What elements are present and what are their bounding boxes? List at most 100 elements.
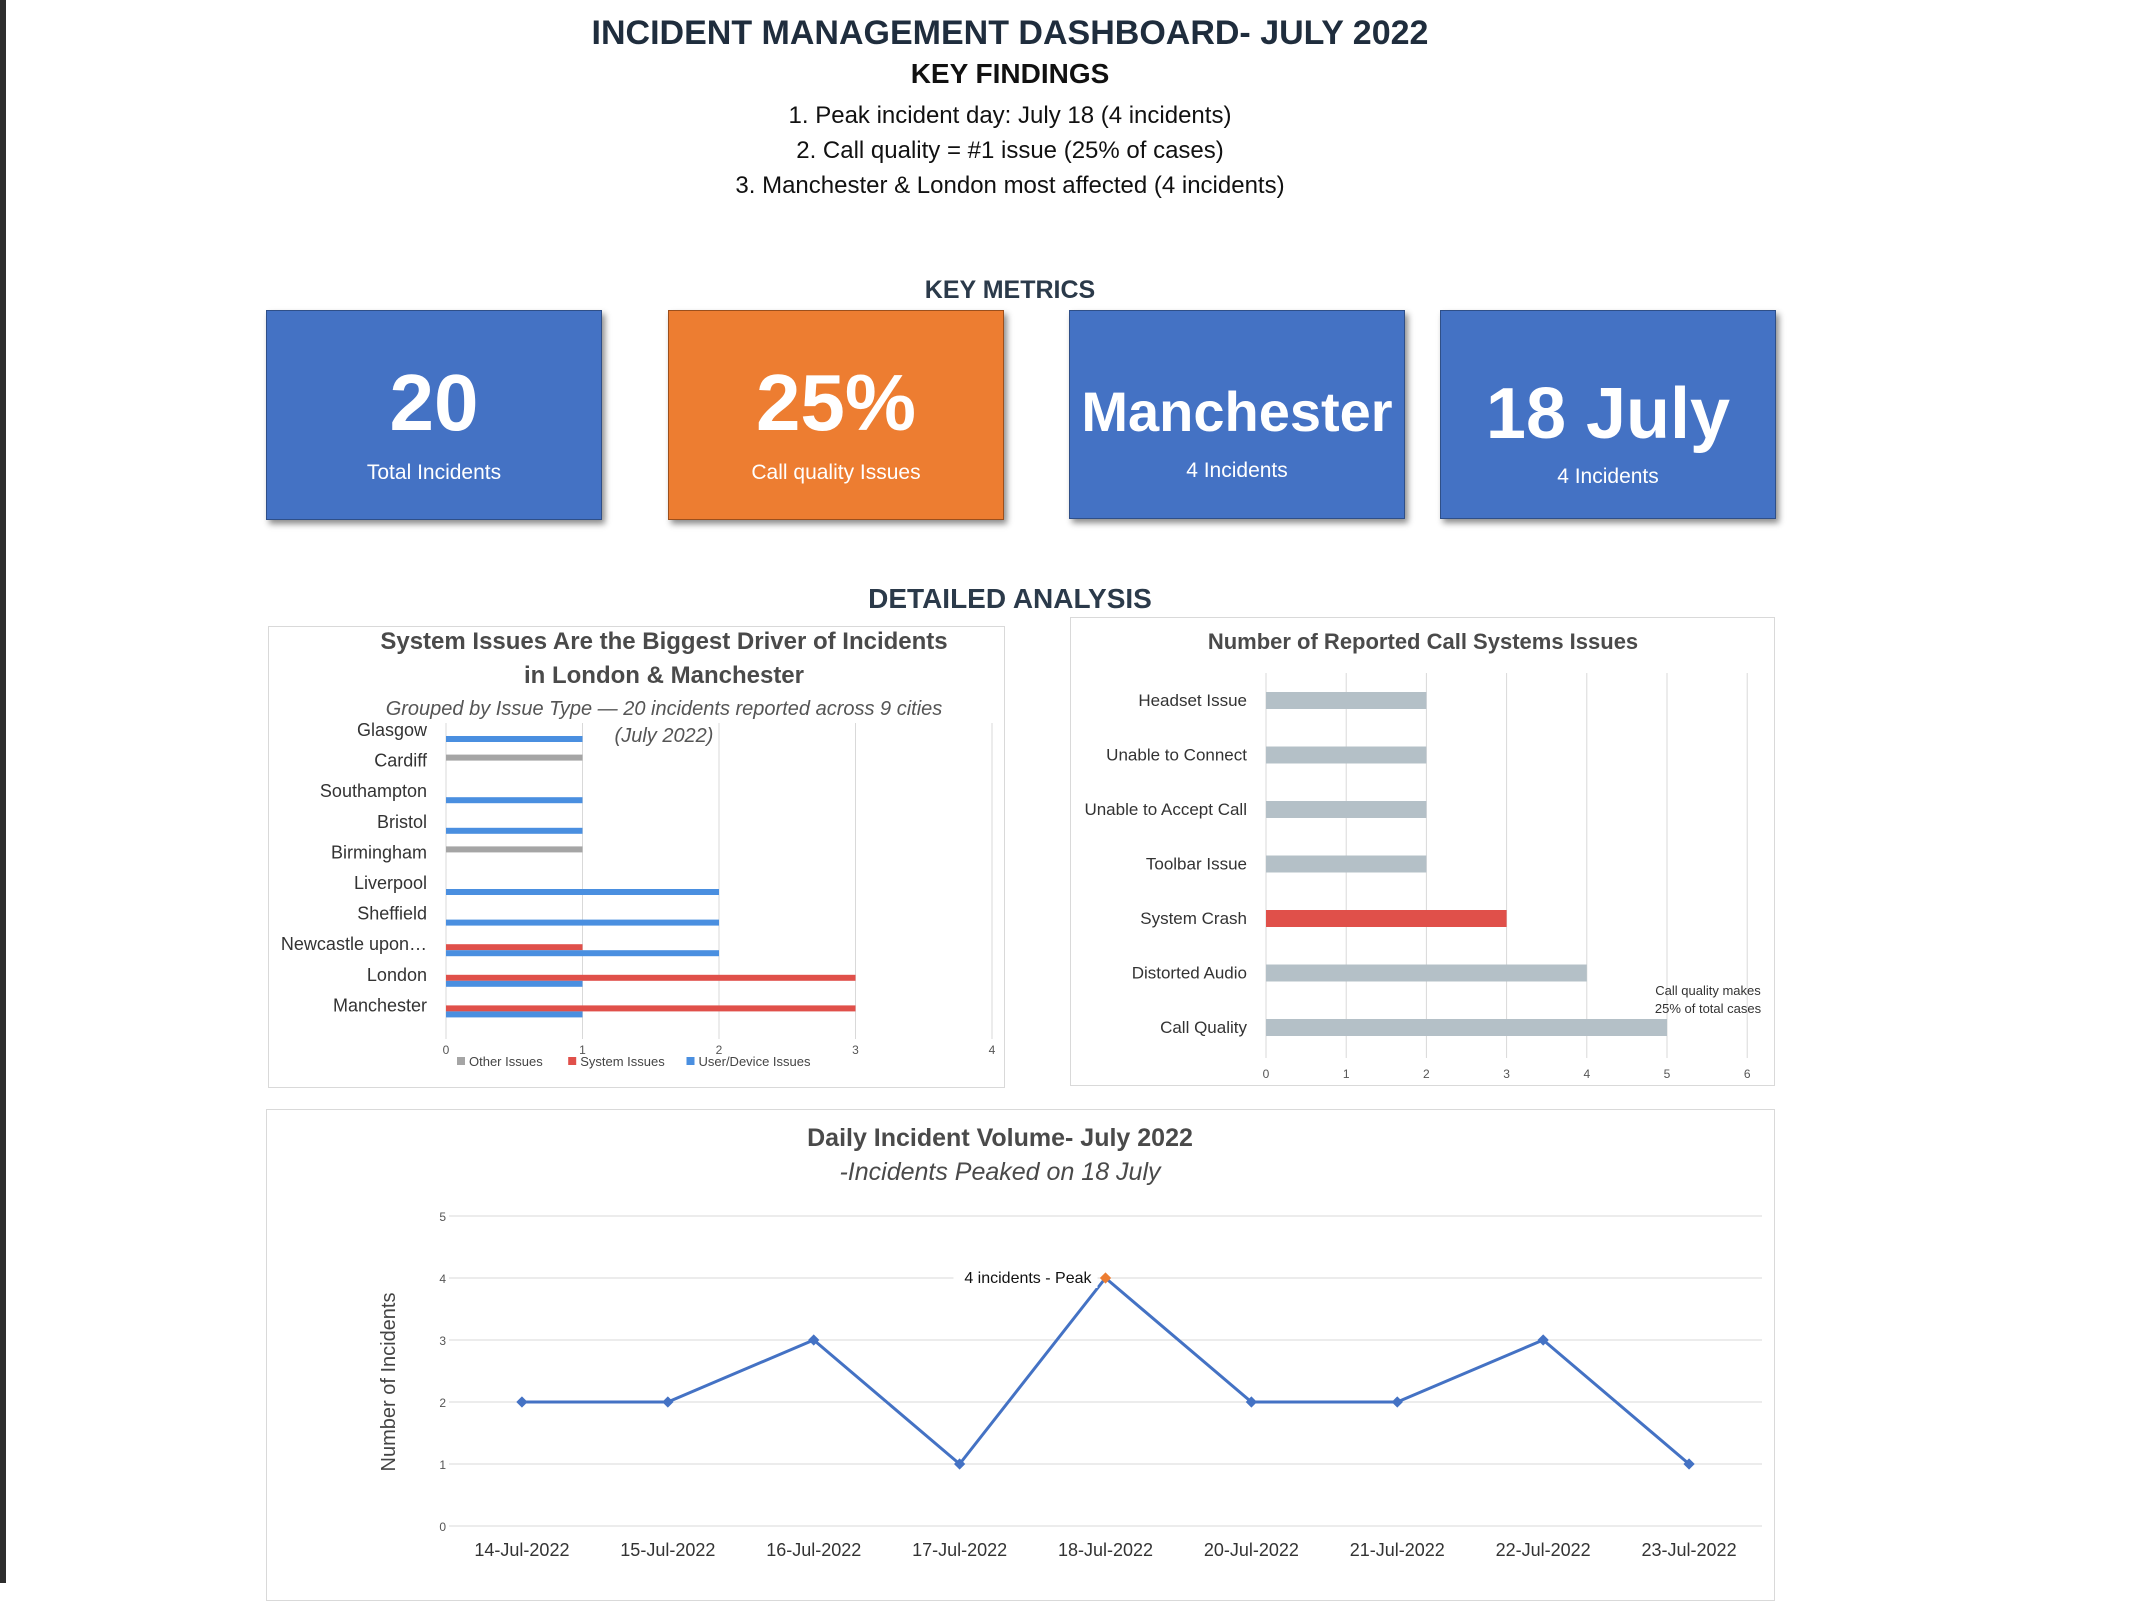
- metric-value: 25%: [755, 358, 917, 447]
- bar-user-device-issues: [446, 736, 583, 742]
- category-label: Headset Issue: [1138, 691, 1247, 710]
- metric-label: 4 Incidents: [1557, 465, 1659, 488]
- data-point: [1537, 1334, 1549, 1346]
- bar-headset-issue: [1266, 692, 1427, 709]
- y-tick-label: 0: [439, 1520, 446, 1534]
- legend-label: User/Device Issues: [699, 1054, 811, 1069]
- metric-value: Manchester: [1081, 380, 1393, 443]
- legend-swatch: [457, 1057, 465, 1065]
- bar-user-device-issues: [446, 797, 583, 804]
- y-tick-label: 4: [439, 1272, 446, 1286]
- y-tick-label: 1: [439, 1458, 446, 1472]
- bar-system-crash: [1266, 910, 1507, 927]
- city-issues-chart: System Issues Are the Biggest Driver of …: [281, 628, 996, 1069]
- x-tick-label: 21-Jul-2022: [1350, 1540, 1445, 1560]
- metric-label: Total Incidents: [366, 461, 502, 484]
- x-tick-label: 3: [852, 1043, 859, 1057]
- x-tick-label: 23-Jul-2022: [1642, 1540, 1737, 1560]
- x-tick-label: 2: [1423, 1067, 1430, 1081]
- x-tick-label: 4: [1583, 1067, 1590, 1081]
- metric-label: Call quality Issues: [751, 461, 921, 484]
- category-label: Unable to Accept Call: [1084, 800, 1247, 819]
- category-label: System Crash: [1140, 909, 1247, 928]
- data-point: [808, 1334, 820, 1346]
- y-tick-label: 3: [439, 1334, 446, 1348]
- category-label: London: [367, 965, 427, 985]
- data-point: [1683, 1458, 1695, 1470]
- x-tick-label: 2: [716, 1043, 723, 1057]
- category-label: Sheffield: [357, 904, 427, 924]
- category-label: Toolbar Issue: [1146, 855, 1247, 874]
- metric-card-peak-day: 18 July 4 Incidents: [1440, 310, 1776, 519]
- x-tick-label: 0: [443, 1043, 450, 1057]
- category-label: Glasgow: [357, 720, 428, 740]
- bar-system-issues: [446, 1005, 856, 1012]
- category-label: Distorted Audio: [1132, 964, 1247, 983]
- category-label: Southampton: [320, 781, 427, 801]
- legend-label: System Issues: [580, 1054, 665, 1069]
- chart-title: Number of Reported Call Systems Issues: [1208, 629, 1638, 654]
- bar-user-device-issues: [446, 889, 719, 895]
- x-tick-label: 1: [1343, 1067, 1350, 1081]
- x-tick-label: 1: [579, 1043, 586, 1057]
- metric-value: 18 July: [1485, 374, 1731, 454]
- y-tick-label: 2: [439, 1396, 446, 1410]
- bar-system-issues: [446, 944, 583, 951]
- dashboard-title: INCIDENT MANAGEMENT DASHBOARD- JULY 2022: [591, 14, 1429, 52]
- call-systems-chart-panel: Number of Reported Call Systems Issues 0 1…: [1070, 617, 1775, 1086]
- bar-toolbar-issue: [1266, 855, 1427, 873]
- metric-card-call-quality: 25% Call quality Issues: [668, 310, 1004, 520]
- series-line: [521, 1275, 1691, 1467]
- data-point: [1099, 1272, 1112, 1284]
- daily-volume-chart-panel: Daily Incident Volume- July 2022 -Inciden…: [266, 1109, 1775, 1601]
- category-label: Cardiff: [374, 751, 428, 771]
- bar-user-device-issues: [446, 827, 583, 834]
- x-tick-label: 4: [989, 1043, 996, 1057]
- bar-unable-to-connect: [1266, 746, 1427, 764]
- x-tick-label: 0: [1263, 1067, 1270, 1081]
- x-tick-label: 6: [1744, 1067, 1751, 1081]
- category-label: Manchester: [333, 995, 427, 1015]
- city-issues-chart-panel: System Issues Are the Biggest Driver of …: [268, 626, 1005, 1088]
- x-tick-label: 5: [1664, 1067, 1671, 1081]
- legend-label: Other Issues: [469, 1054, 543, 1069]
- y-tick-label: 5: [439, 1210, 446, 1224]
- detailed-analysis-heading: DETAILED ANALYSIS: [868, 583, 1152, 614]
- bar-other-issues: [446, 754, 583, 761]
- category-label: Birmingham: [331, 842, 427, 862]
- category-label: Bristol: [377, 812, 427, 832]
- legend-swatch: [686, 1057, 695, 1065]
- data-point: [516, 1396, 528, 1408]
- metric-card-total-incidents: 20 Total Incidents: [266, 310, 602, 520]
- category-label: Newcastle upon…: [281, 934, 427, 954]
- data-point: [1245, 1396, 1258, 1408]
- bar-user-device-issues: [446, 980, 583, 987]
- daily-volume-chart: Daily Incident Volume- July 2022 -Inciden…: [378, 1124, 1762, 1560]
- finding-3: 3. Manchester & London most affected (4 …: [735, 172, 1285, 199]
- bar-user-device-issues: [446, 919, 719, 926]
- chart-subtitle: -Incidents Peaked on 18 July: [839, 1158, 1162, 1186]
- x-tick-label: 18-Jul-2022: [1058, 1540, 1153, 1560]
- annotation: Call quality makes: [1655, 983, 1761, 998]
- x-tick-label: 15-Jul-2022: [620, 1540, 715, 1560]
- x-tick-label: 3: [1503, 1067, 1510, 1081]
- data-point: [953, 1458, 966, 1470]
- annotation: 25% of total cases: [1655, 1001, 1762, 1016]
- window-edge: [0, 0, 6, 1583]
- x-tick-label: 22-Jul-2022: [1496, 1540, 1591, 1560]
- chart-title: in London & Manchester: [524, 662, 804, 689]
- metric-card-top-city: Manchester 4 Incidents: [1069, 310, 1405, 519]
- y-axis-label: Number of Incidents: [378, 1293, 400, 1472]
- bar-user-device-issues: [446, 950, 719, 957]
- bar-unable-to-accept-call: [1266, 801, 1427, 818]
- peak-annotation: 4 incidents - Peak: [964, 1270, 1092, 1287]
- data-point: [1391, 1396, 1403, 1408]
- key-findings-heading: KEY FINDINGS: [910, 58, 1110, 89]
- chart-title: Daily Incident Volume- July 2022: [807, 1124, 1193, 1152]
- metric-label: 4 Incidents: [1186, 459, 1288, 482]
- category-label: Call Quality: [1160, 1018, 1247, 1037]
- finding-2: 2. Call quality = #1 issue (25% of cases…: [796, 137, 1224, 164]
- chart-subtitle: Grouped by Issue Type — 20 incidents rep…: [386, 698, 943, 720]
- bar-user-device-issues: [446, 1011, 583, 1018]
- data-point: [662, 1396, 674, 1408]
